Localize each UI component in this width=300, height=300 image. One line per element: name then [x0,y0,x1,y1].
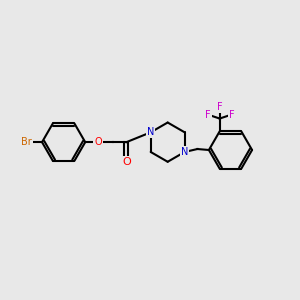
Text: F: F [229,110,234,120]
Text: N: N [147,127,154,137]
Text: N: N [181,147,188,157]
Text: Br: Br [21,137,32,147]
Text: F: F [205,110,211,120]
Text: O: O [122,157,131,167]
Text: O: O [94,137,102,147]
Text: F: F [217,102,223,112]
